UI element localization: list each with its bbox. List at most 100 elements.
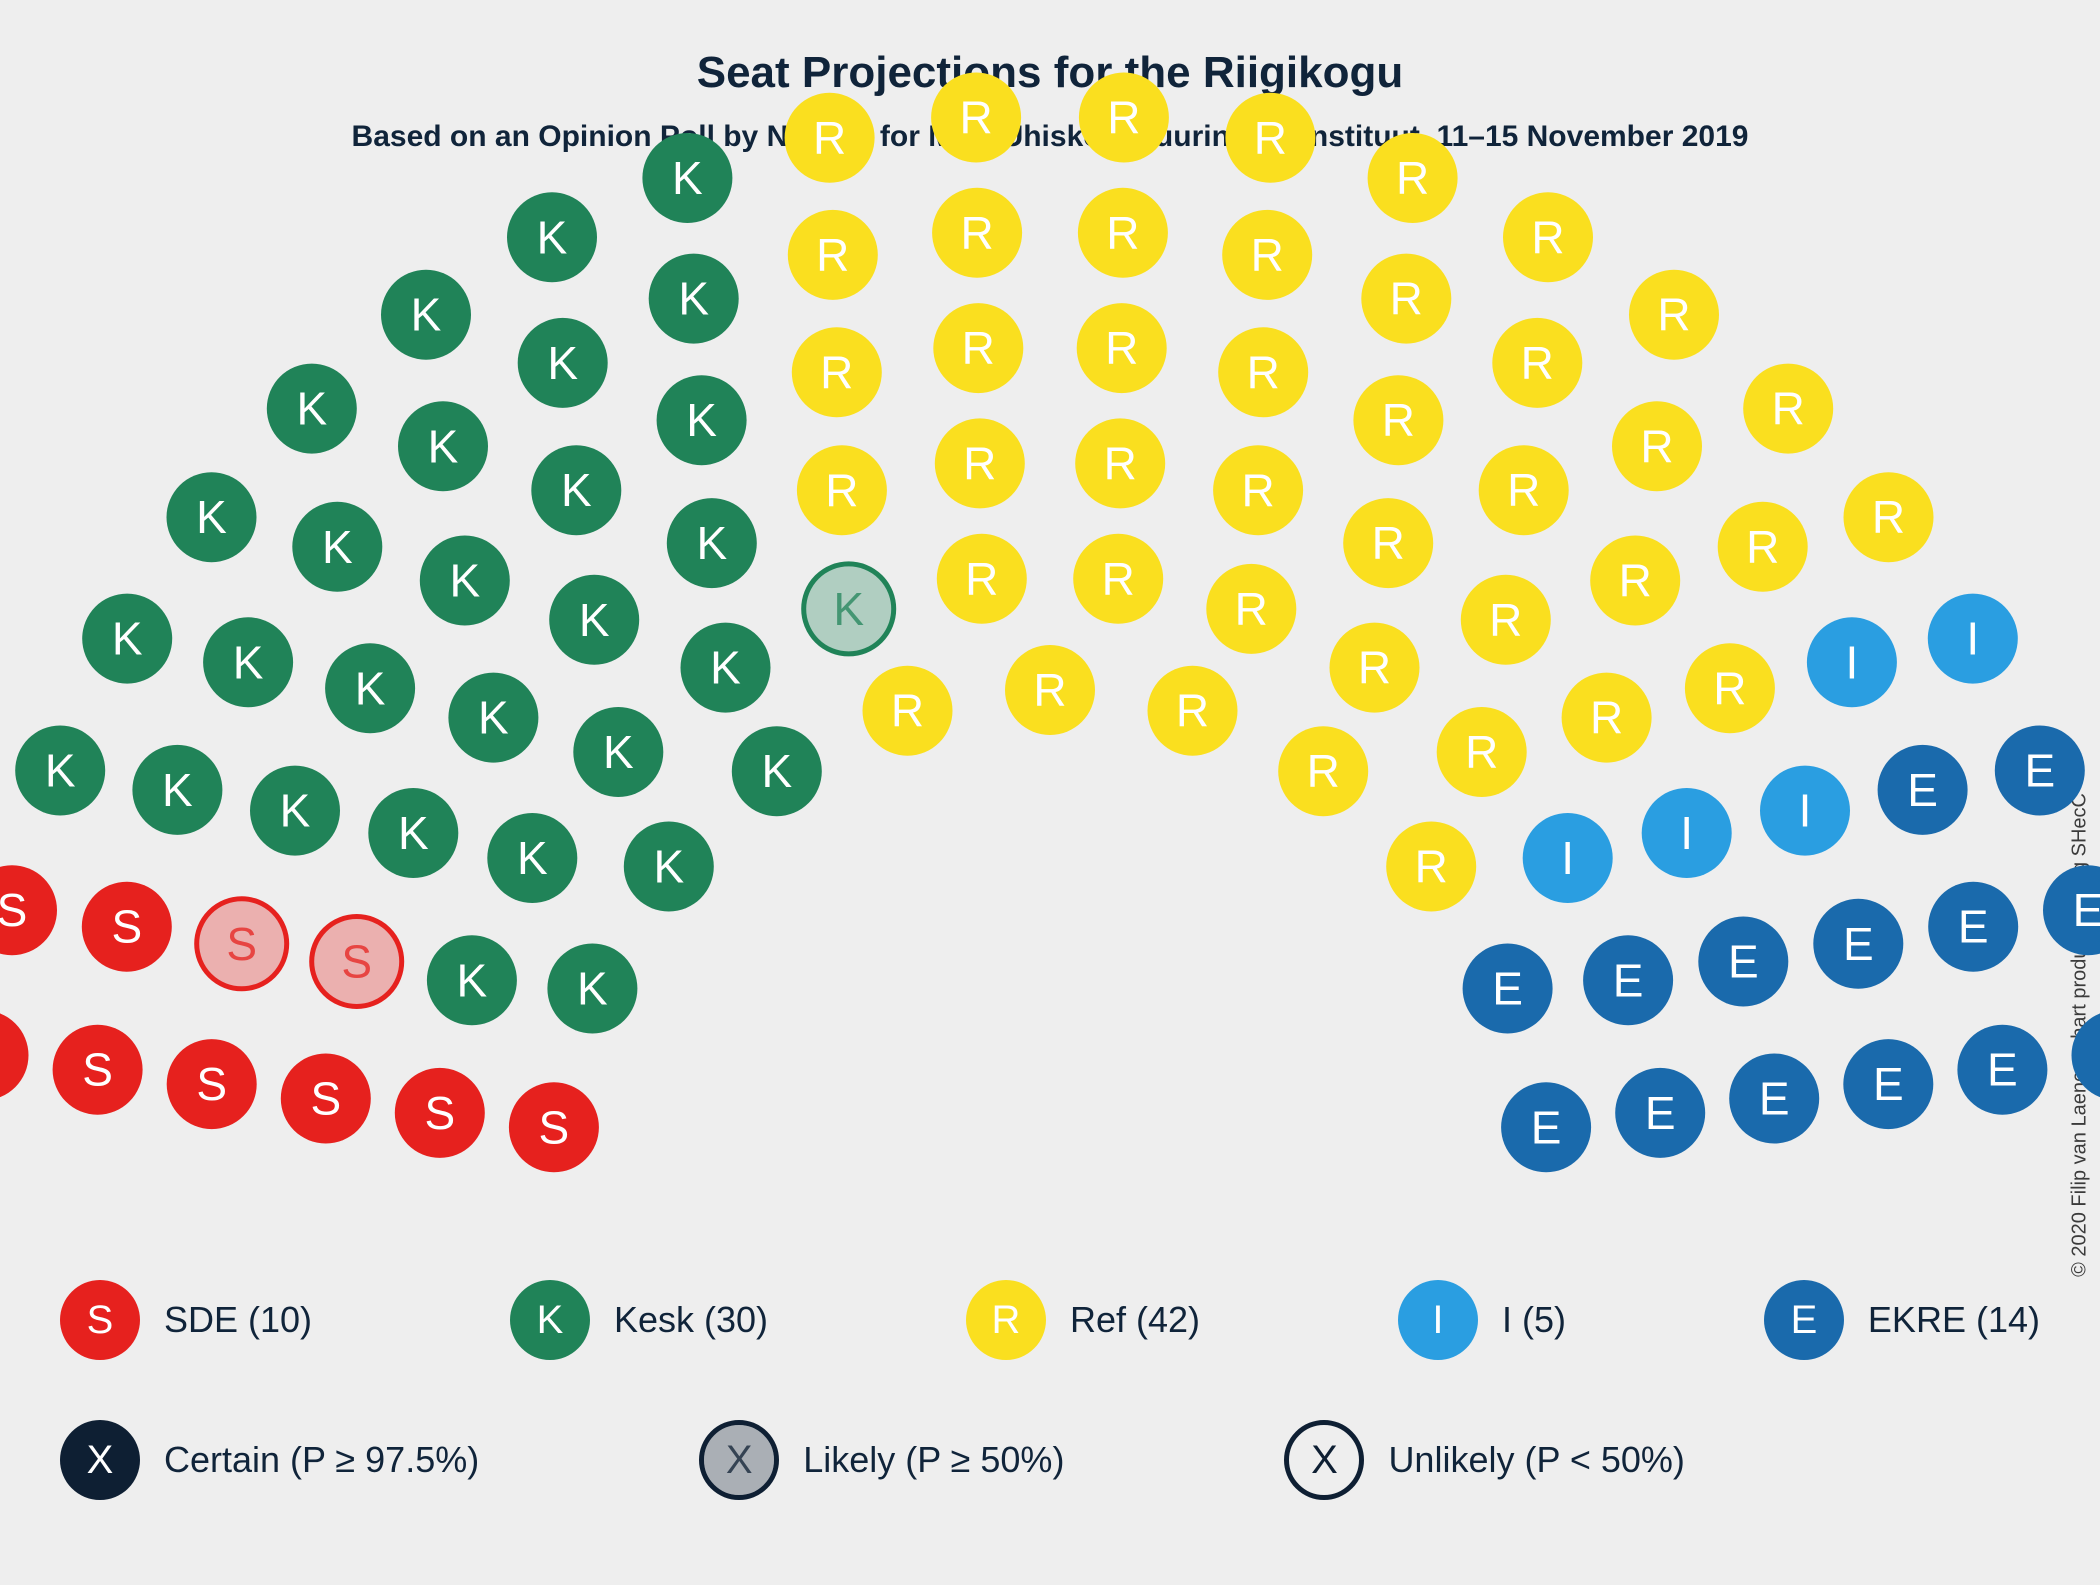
seat: K [804,564,894,654]
svg-text:K: K [411,289,442,341]
svg-text:E: E [1645,1087,1676,1139]
seat: R [1461,575,1551,665]
seat: K [82,594,172,684]
legend-confidence-item: XLikely (P ≥ 50%) [699,1420,1064,1500]
seat: K [250,766,340,856]
seat: R [1743,364,1833,454]
svg-text:R: R [1657,289,1690,341]
seat: S [395,1068,485,1158]
seat: E [1729,1054,1819,1144]
seat: S [82,882,172,972]
seat: E [1928,882,2018,972]
svg-text:K: K [296,383,327,435]
seat: R [1361,254,1451,344]
svg-text:K: K [672,152,703,204]
legend-label: EKRE (14) [1868,1299,2040,1341]
svg-text:E: E [1728,936,1759,988]
seat: K [203,617,293,707]
svg-text:R: R [1507,464,1540,516]
svg-text:E: E [2073,884,2100,936]
seat: S [0,865,57,955]
seat: R [785,93,875,183]
svg-text:R: R [820,346,853,398]
seat: R [1386,822,1476,912]
svg-text:K: K [577,963,608,1015]
seat: R [1330,623,1420,713]
seat: I [1642,788,1732,878]
svg-text:K: K [45,745,76,797]
seat: E [1957,1025,2047,1115]
svg-text:R: R [1713,662,1746,714]
legend-label: Ref (42) [1070,1299,1200,1341]
seat: E [1878,745,1968,835]
svg-text:S: S [196,1058,227,1110]
svg-text:S: S [111,901,142,953]
svg-text:K: K [686,394,717,446]
svg-text:S: S [82,1044,113,1096]
legend-dot: E [1764,1280,1844,1360]
seat: K [732,726,822,816]
seat: E [1501,1082,1591,1172]
seat: S [53,1025,143,1115]
seat: R [1079,73,1169,163]
legend-label: SDE (10) [164,1299,312,1341]
legend-label: Certain (P ≥ 97.5%) [164,1439,479,1481]
svg-text:R: R [963,437,996,489]
svg-text:K: K [428,420,459,472]
seat: I [1760,766,1850,856]
svg-text:E: E [2024,745,2055,797]
seat: R [933,303,1023,393]
seat: R [1590,536,1680,626]
seat: K [531,445,621,535]
seat: K [547,944,637,1034]
legend-label: Likely (P ≥ 50%) [803,1439,1064,1481]
legend-label: I (5) [1502,1299,1566,1341]
seat: K [624,822,714,912]
legend-dot: I [1398,1280,1478,1360]
seat: R [931,73,1021,163]
svg-text:K: K [398,807,429,859]
svg-text:R: R [891,685,924,737]
svg-text:I: I [1799,785,1812,837]
svg-text:R: R [1176,685,1209,737]
svg-text:R: R [1872,491,1905,543]
seat: K [649,254,739,344]
seat: R [1078,188,1168,278]
seat: R [1562,673,1652,763]
svg-text:K: K [233,636,264,688]
seat: R [1343,498,1433,588]
seat: R [1718,502,1808,592]
svg-text:S: S [424,1087,455,1139]
legend-dot: S [60,1280,140,1360]
legend-parties: SSDE (10)KKesk (30)RRef (42)II (5)EEKRE … [60,1280,2040,1360]
svg-text:K: K [280,785,311,837]
svg-text:K: K [696,517,727,569]
svg-text:K: K [678,273,709,325]
svg-text:R: R [1521,337,1554,389]
svg-text:E: E [1958,901,1989,953]
seat: S [281,1054,371,1144]
svg-text:K: K [112,613,143,665]
seat: I [1928,594,2018,684]
svg-text:K: K [162,764,193,816]
legend-dot: K [510,1280,590,1360]
seat: S [197,899,287,989]
svg-text:E: E [1531,1101,1562,1153]
seat: K [487,813,577,903]
svg-text:R: R [1772,383,1805,435]
svg-text:K: K [710,642,741,694]
seat: R [1222,210,1312,300]
svg-text:K: K [478,692,509,744]
legend-label: Kesk (30) [614,1299,768,1341]
seat: S [0,1010,29,1100]
svg-text:E: E [1987,1044,2018,1096]
svg-text:R: R [959,92,992,144]
svg-text:S: S [539,1101,570,1153]
seat: E [1813,899,1903,989]
legend-dot: X [60,1420,140,1500]
seat: R [1368,133,1458,223]
seat: R [788,210,878,300]
legend-confidence-item: X Certain (P ≥ 97.5%) [60,1420,479,1500]
legend-dot: X [1284,1420,1364,1500]
svg-text:E: E [1613,954,1644,1006]
